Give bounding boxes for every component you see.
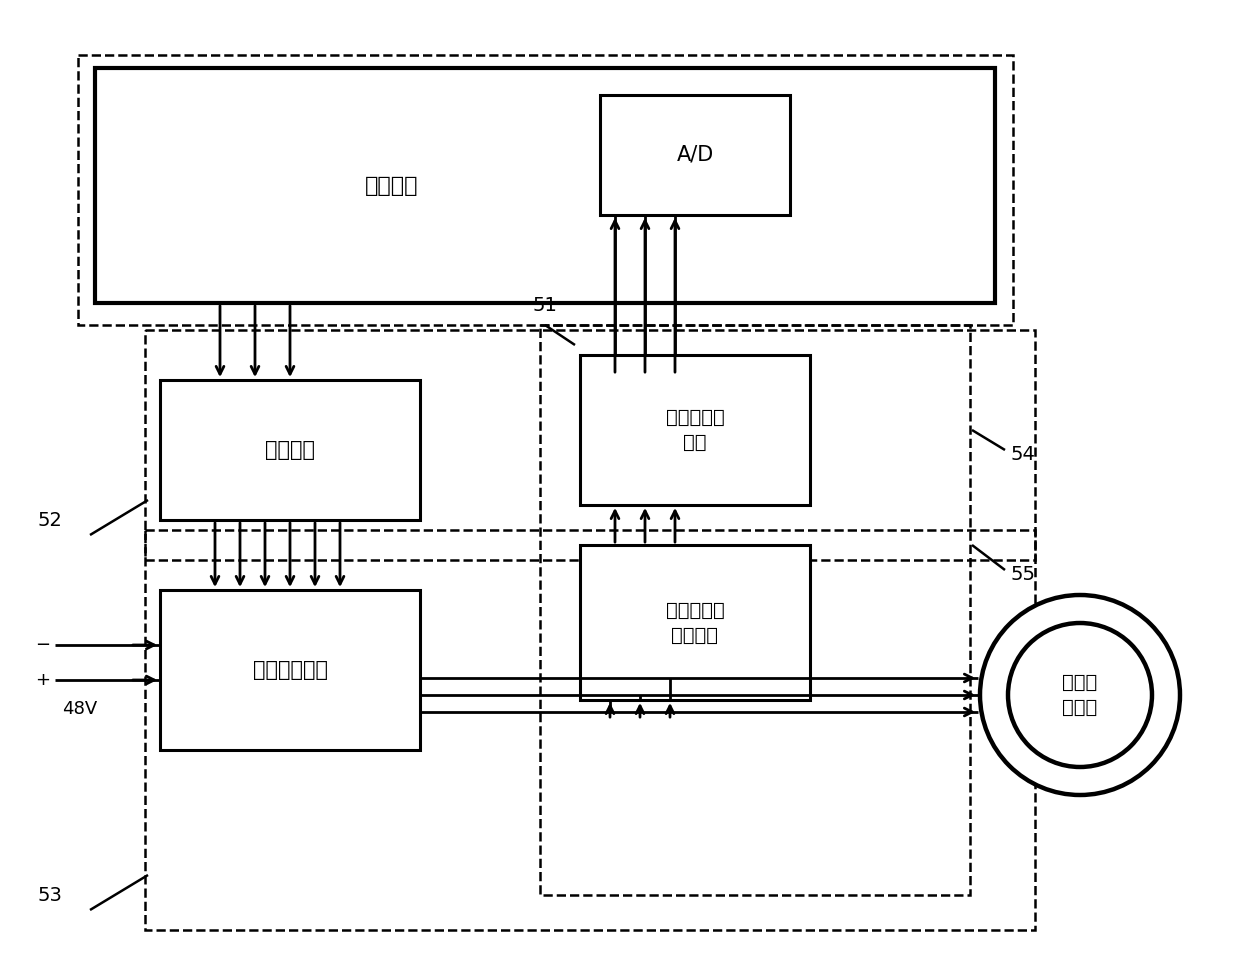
Bar xyxy=(78,55,1013,325)
Bar xyxy=(145,530,1035,930)
Text: −: − xyxy=(35,636,50,654)
Text: 功率逆变电路: 功率逆变电路 xyxy=(253,660,327,680)
Text: 55: 55 xyxy=(1011,566,1035,585)
Text: A/D: A/D xyxy=(676,145,714,165)
Text: 电压和电流
采样电路: 电压和电流 采样电路 xyxy=(666,600,724,644)
Bar xyxy=(145,330,1035,560)
Text: 48V: 48V xyxy=(62,700,98,718)
Text: 主控芯片: 主控芯片 xyxy=(366,175,419,195)
Text: 53: 53 xyxy=(37,886,62,905)
Text: 隔离及滤波
电路: 隔离及滤波 电路 xyxy=(666,408,724,452)
Bar xyxy=(95,68,994,303)
Circle shape xyxy=(980,595,1180,795)
Text: 52: 52 xyxy=(37,511,62,530)
Circle shape xyxy=(1008,623,1152,767)
Bar xyxy=(160,380,420,520)
Bar xyxy=(160,590,420,750)
Text: 54: 54 xyxy=(1011,446,1035,464)
Text: 51: 51 xyxy=(532,296,558,315)
Text: 驱动电路: 驱动电路 xyxy=(265,440,315,460)
Bar xyxy=(580,355,810,505)
Bar xyxy=(600,95,790,215)
Bar xyxy=(580,545,810,700)
Text: +: + xyxy=(35,671,50,689)
Bar xyxy=(539,325,970,895)
Text: 无刷直
流电机: 无刷直 流电机 xyxy=(1063,673,1097,717)
